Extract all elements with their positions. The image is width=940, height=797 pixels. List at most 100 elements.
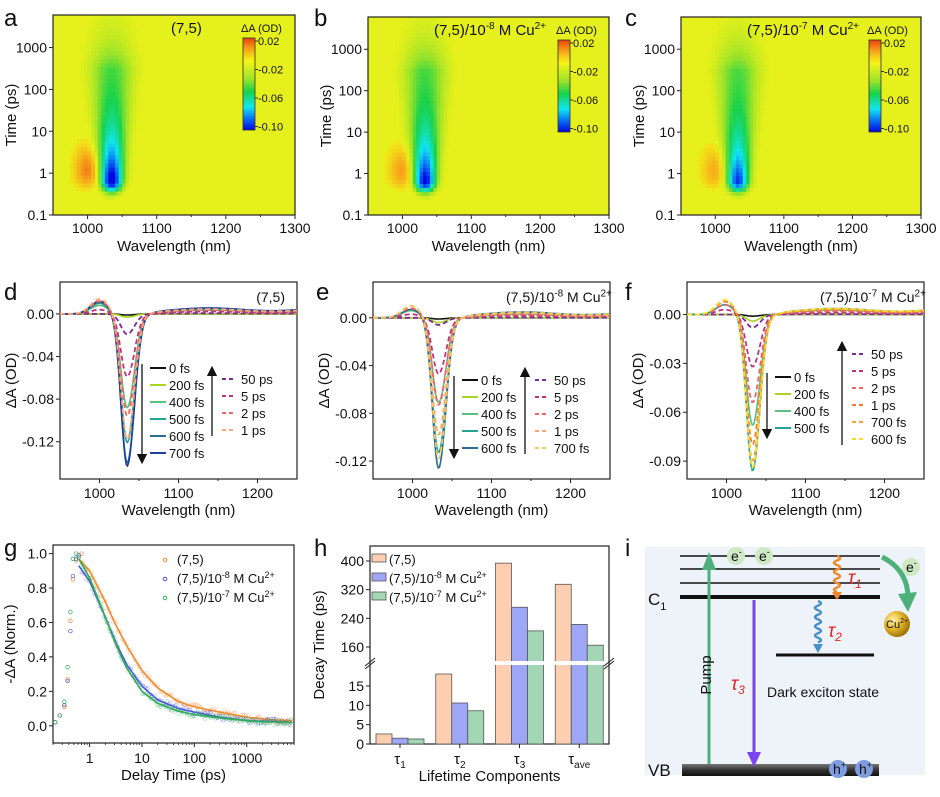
- heatmap-cell: [739, 135, 744, 141]
- heatmap-cell: [440, 56, 445, 62]
- heatmap-cell: [129, 67, 134, 72]
- heatmap-cell: [416, 191, 421, 196]
- heatmap-cell: [402, 123, 407, 129]
- heatmap-cell: [132, 31, 137, 36]
- heatmap-cell: [735, 60, 740, 66]
- heatmap-cell: [118, 167, 123, 172]
- heatmap-cell: [139, 91, 144, 96]
- heatmap-cell: [91, 103, 96, 108]
- heatmap-cell: [742, 175, 747, 180]
- heatmap-cell: [412, 159, 417, 165]
- heatmap-cell: [739, 48, 744, 54]
- heatmap-cell: [405, 48, 410, 54]
- heatmap-cell: [129, 143, 134, 148]
- heatmap-cell: [732, 52, 737, 58]
- heatmap-cell: [87, 47, 92, 52]
- heatmap-cell: [104, 115, 109, 120]
- heatmap-cell: [440, 36, 445, 42]
- data-point: [159, 705, 164, 710]
- heatmap-cell: [742, 88, 747, 93]
- heatmap-cell: [763, 56, 768, 62]
- heatmap-cell: [125, 131, 130, 136]
- heatmap-cell: [739, 163, 744, 169]
- heatmap-cell: [756, 100, 761, 105]
- heatmap-cell: [115, 23, 120, 28]
- heatmap-cell: [746, 191, 751, 196]
- heatmap-cell: [111, 87, 116, 92]
- heatmap-cell: [101, 171, 106, 176]
- heatmap-cell: [115, 95, 120, 100]
- heatmap-cell: [433, 120, 438, 125]
- heatmap-cell: [108, 151, 113, 156]
- heatmap-cell: [746, 143, 751, 149]
- heatmap-cell: [440, 135, 445, 141]
- heatmap-cell: [70, 163, 75, 168]
- heatmap-cell: [753, 52, 757, 58]
- heatmap-cell: [454, 72, 459, 77]
- heatmap-cell: [454, 48, 459, 54]
- heatmap-cell: [73, 155, 78, 160]
- heatmap-cell: [412, 104, 417, 109]
- heatmap-cell: [104, 163, 109, 168]
- legend-label: (7,5)/10-7 M Cu2+: [177, 589, 275, 605]
- heatmap-cell: [395, 139, 400, 145]
- heatmap-cell: [443, 24, 448, 30]
- heatmap-cell: [115, 83, 120, 88]
- heatmap-cell: [759, 40, 764, 46]
- heatmap-cell: [732, 96, 737, 101]
- heatmap-cell: [118, 151, 123, 156]
- heatmap-cell: [735, 183, 740, 188]
- heatmap-cell: [129, 75, 134, 80]
- heatmap-cell: [118, 195, 123, 200]
- heatmap-cell: [440, 147, 445, 153]
- heatmap-cell: [443, 108, 448, 113]
- heatmap-cell: [104, 107, 109, 112]
- heatmap-cell: [118, 111, 123, 116]
- heatmap-cell: [136, 27, 141, 32]
- heatmap-cell: [405, 56, 410, 62]
- colorbar-gradient: [242, 37, 256, 131]
- heatmap-cell: [711, 44, 716, 50]
- heatmap-cell: [426, 195, 431, 200]
- heatmap-cell: [433, 96, 438, 101]
- heatmap-cell: [129, 91, 134, 96]
- data-point: [142, 691, 147, 696]
- heatmap-cell: [701, 159, 706, 165]
- heatmap-cell: [749, 88, 754, 93]
- heatmap-cell: [440, 60, 445, 66]
- heatmap-cell: [412, 167, 417, 173]
- y-tick-label: 10: [348, 697, 364, 713]
- bar-τ3-0: [495, 562, 512, 745]
- heatmap-cell: [122, 115, 127, 120]
- heatmap-cell: [91, 59, 96, 64]
- heatmap-cell: [80, 151, 85, 156]
- heatmap-cell: [742, 96, 747, 101]
- heatmap-cell: [742, 36, 747, 42]
- heatmap-cell: [87, 155, 92, 160]
- heatmap-cell: [101, 175, 106, 180]
- heatmap-cell: [711, 159, 716, 165]
- heatmap-cell: [436, 123, 441, 129]
- heatmap-cell: [419, 163, 424, 169]
- heatmap-cell: [104, 39, 109, 44]
- heatmap-cell: [416, 36, 421, 42]
- heatmap-cell: [118, 27, 123, 32]
- heatmap-cell: [705, 179, 709, 184]
- heatmap-cell: [125, 87, 130, 92]
- heatmap-cell: [711, 36, 716, 42]
- heatmap-cell: [392, 167, 397, 173]
- heatmap-cell: [705, 143, 709, 149]
- heatmap-cell: [447, 48, 452, 54]
- heatmap-cell: [118, 95, 123, 100]
- heatmap-cell: [450, 112, 455, 117]
- heatmap-cell: [132, 47, 137, 52]
- heatmap-cell: [732, 72, 737, 77]
- heatmap-cell: [746, 108, 751, 113]
- heatmap-cell: [108, 67, 113, 72]
- heatmap-cell: [423, 104, 428, 109]
- heatmap-cell: [715, 88, 720, 93]
- heatmap-cell: [118, 115, 123, 120]
- heatmap-cell: [91, 55, 96, 60]
- heatmap-cell: [718, 17, 723, 22]
- heatmap-cell: [136, 31, 141, 36]
